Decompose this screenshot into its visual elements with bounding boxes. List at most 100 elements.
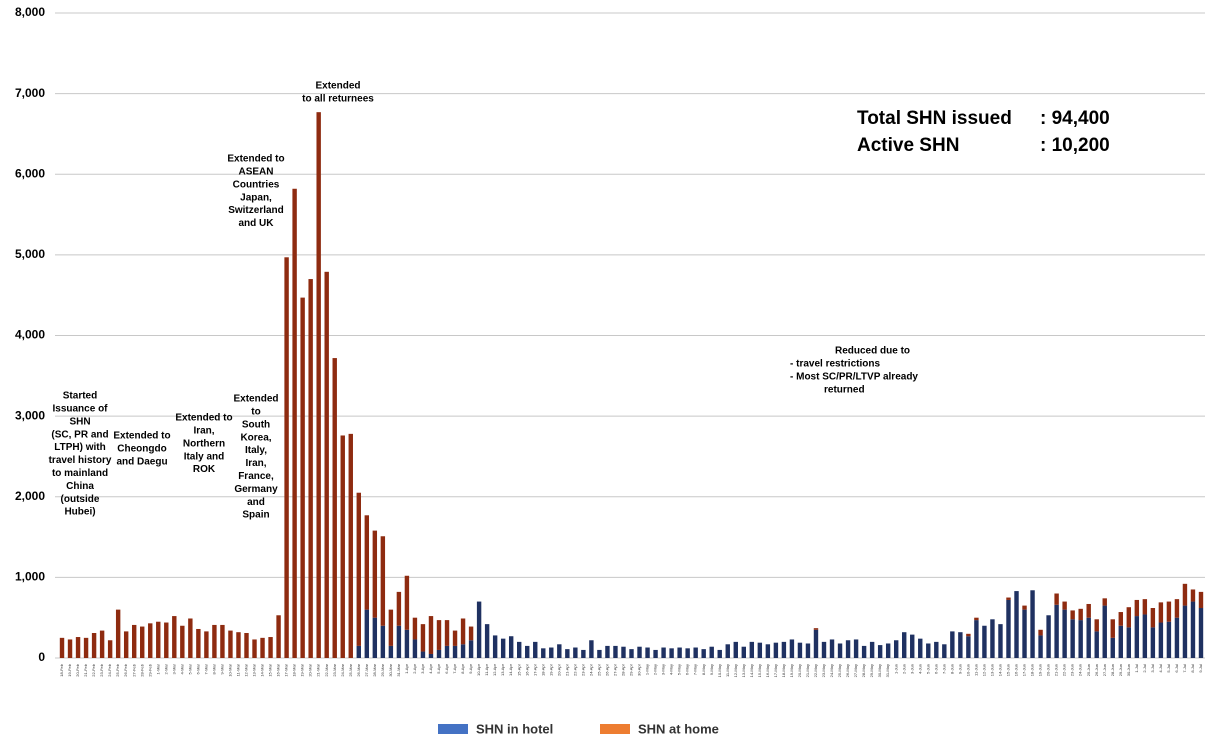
bar	[436, 649, 442, 658]
summary-value: : 94,400	[1040, 108, 1110, 129]
bar	[1126, 607, 1132, 628]
x-tick-label: 18-Jun	[1030, 664, 1035, 676]
x-tick-label: 21-Feb	[83, 663, 88, 676]
x-tick-label: 24-Jun	[1078, 664, 1083, 676]
bar	[926, 643, 931, 658]
x-tick-label: 9-Mar	[219, 663, 224, 674]
x-tick-label: 8-Apr	[460, 663, 465, 673]
bar	[1118, 625, 1123, 658]
x-tick-label: 26-May	[845, 664, 850, 677]
bar	[974, 617, 979, 621]
x-tick-label: 2-Mar	[163, 663, 168, 674]
y-tick-label: 2,000	[15, 489, 45, 503]
x-tick-label: 18-Apr	[540, 663, 545, 676]
bar	[212, 624, 217, 658]
bar	[452, 645, 458, 658]
x-tick-label: 15-May	[757, 664, 762, 677]
bar	[589, 640, 594, 658]
bar	[1182, 583, 1188, 606]
annotation: China	[66, 481, 94, 492]
bar	[733, 641, 738, 658]
y-tick-label: 7,000	[15, 86, 45, 100]
bar	[1174, 617, 1180, 658]
x-tick-label: 10-May	[717, 664, 722, 677]
bar	[789, 639, 795, 658]
annotation: SHN	[69, 416, 90, 427]
bar	[436, 620, 442, 650]
bar	[1022, 609, 1027, 658]
bar	[1174, 599, 1180, 618]
x-tick-label: 30-Jun	[1126, 664, 1131, 676]
annotation: Germany	[234, 484, 278, 495]
bar	[123, 631, 129, 658]
bar	[813, 629, 819, 658]
annotation: Iran,	[193, 426, 214, 437]
x-tick-label: 9-Jun	[957, 664, 962, 674]
annotation: returned	[824, 385, 865, 396]
bar	[364, 609, 370, 658]
x-tick-label: 3-Jun	[909, 664, 914, 674]
x-tick-label: 29-Apr	[629, 663, 634, 676]
x-tick-label: 17-Mar	[284, 663, 289, 676]
bar	[1158, 602, 1164, 623]
bar	[893, 640, 899, 658]
bar	[396, 625, 402, 658]
bar	[444, 620, 450, 646]
bar	[1022, 605, 1027, 610]
bar	[910, 634, 915, 658]
bar	[1134, 599, 1140, 617]
x-tick-label: 28-Apr	[621, 663, 626, 676]
x-tick-label: 9-May	[709, 664, 714, 675]
bar	[661, 647, 666, 658]
bar	[1094, 619, 1099, 632]
x-tick-label: 8-Jun	[949, 664, 954, 674]
x-tick-label: 8-May	[701, 664, 706, 675]
bar	[372, 530, 378, 618]
x-tick-label: 8-Mar	[211, 663, 216, 674]
bar	[1070, 610, 1075, 620]
summary-label: Total SHN issued	[857, 108, 1012, 129]
bar	[1014, 591, 1019, 658]
x-tick-label: 21-Jun	[1054, 664, 1059, 676]
bar	[1046, 615, 1051, 658]
bar	[990, 619, 995, 658]
annotation: Extended to	[113, 431, 170, 442]
x-tick-label: 6-Mar	[195, 663, 200, 674]
bar	[725, 644, 730, 658]
x-tick-label: 27-May	[853, 664, 858, 677]
bar	[388, 645, 394, 658]
bar	[308, 279, 313, 658]
bar	[1086, 617, 1091, 658]
x-tick-label: 14-Apr	[508, 663, 513, 676]
x-tick-label: 16-Mar	[276, 663, 281, 676]
x-tick-label: 28-Jun	[1110, 664, 1115, 676]
bar	[950, 631, 955, 658]
bar	[372, 617, 378, 658]
bar	[284, 257, 289, 658]
bar	[1006, 597, 1011, 600]
y-tick-label: 8,000	[15, 5, 45, 19]
bar	[701, 649, 706, 658]
bar	[966, 636, 971, 658]
x-tick-label: 12-May	[733, 664, 738, 677]
bar	[1166, 621, 1172, 658]
bar	[188, 618, 193, 658]
bar	[1182, 605, 1188, 658]
annotation: South	[242, 419, 270, 430]
annotation: Extended to	[175, 413, 232, 424]
bar	[565, 649, 570, 658]
annotation: travel history	[49, 455, 112, 466]
x-tick-label: 20-Feb	[75, 663, 80, 676]
bar	[444, 645, 450, 658]
bar	[637, 646, 642, 658]
bar	[581, 649, 586, 658]
bar	[420, 651, 426, 658]
bar	[781, 641, 787, 658]
annotation: and UK	[239, 218, 275, 229]
bar	[821, 641, 827, 658]
bar	[1078, 608, 1083, 621]
bar	[525, 645, 530, 658]
x-tick-label: 5-May	[677, 664, 682, 675]
x-tick-label: 3-Apr	[420, 663, 425, 673]
x-tick-label: 12-Mar	[244, 663, 249, 676]
